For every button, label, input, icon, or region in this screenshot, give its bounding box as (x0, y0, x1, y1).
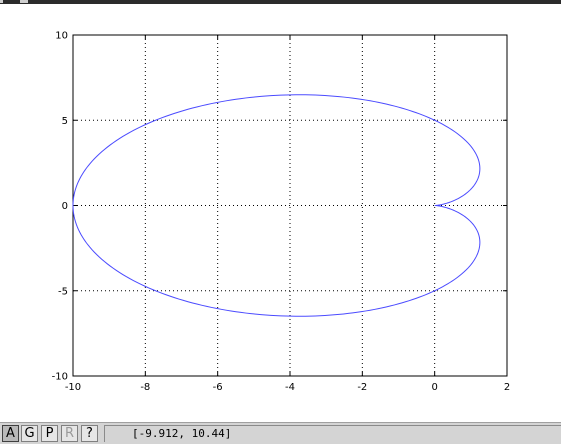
y-tick-label: -10 (52, 372, 68, 383)
autoscale-button[interactable]: A (2, 425, 19, 442)
x-tick-label: -2 (357, 382, 367, 393)
x-tick-label: -8 (140, 382, 150, 393)
plot-canvas[interactable]: -10 -8 -6 -4 -2 0 2 -10 -5 0 5 10 (0, 4, 561, 421)
print-button[interactable]: P (41, 425, 58, 442)
x-tick-label: 2 (504, 382, 510, 393)
y-tick-labels: -10 -5 0 5 10 (52, 31, 68, 383)
coordinate-readout: [-9.912, 10.44] (104, 425, 561, 442)
window-titlebar (0, 0, 561, 4)
help-button[interactable]: ? (81, 425, 98, 442)
grid-lines (73, 35, 507, 376)
status-bar: A G P R ? [-9.912, 10.44] (0, 422, 561, 444)
x-tick-labels: -10 -8 -6 -4 -2 0 2 (65, 382, 510, 393)
grid-toggle-button[interactable]: G (21, 425, 38, 442)
series-line (72, 94, 481, 317)
replot-button[interactable]: R (61, 425, 78, 442)
y-tick-label: 0 (62, 201, 68, 212)
axis-ticks (72, 34, 508, 377)
y-tick-label: 5 (62, 116, 68, 127)
x-tick-label: -6 (213, 382, 223, 393)
x-tick-label: 0 (431, 382, 437, 393)
x-tick-label: -10 (65, 382, 81, 393)
x-tick-label: -4 (285, 382, 295, 393)
y-tick-label: 10 (55, 31, 68, 42)
y-tick-label: -5 (58, 286, 68, 297)
